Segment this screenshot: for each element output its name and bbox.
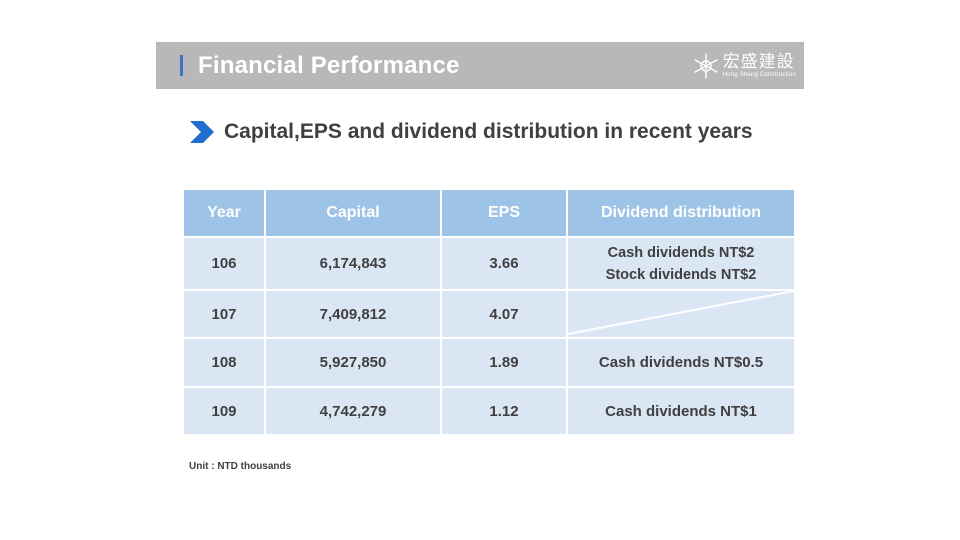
dividend-cash-line: Cash dividends NT$2 <box>607 244 755 261</box>
column-header-eps: EPS <box>442 190 566 236</box>
eps-cell: 1.12 <box>442 388 566 434</box>
dividend-cell-empty <box>568 291 794 337</box>
page-title: Financial Performance <box>198 52 460 79</box>
diagonal-slash <box>568 291 794 335</box>
logo-chinese-text: 宏盛建設 <box>722 52 795 71</box>
section-heading: Capital,EPS and dividend distribution in… <box>190 120 753 144</box>
logo-english-text: Hong Sheng Construction <box>722 72 796 78</box>
title-accent-bar <box>180 55 183 76</box>
chevron-right-icon <box>190 121 214 143</box>
year-cell: 109 <box>184 388 264 434</box>
eps-cell: 3.66 <box>442 238 566 289</box>
logo-mark-icon <box>693 53 718 79</box>
column-header-dividend: Dividend distribution <box>568 190 794 236</box>
capital-cell: 7,409,812 <box>266 291 440 337</box>
section-heading-text: Capital,EPS and dividend distribution in… <box>224 120 753 143</box>
capital-cell: 6,174,843 <box>266 238 440 289</box>
financial-table: Year Capital EPS Dividend distribution 1… <box>184 190 794 434</box>
year-cell: 106 <box>184 238 264 289</box>
eps-cell: 1.89 <box>442 339 566 386</box>
dividend-cell: Cash dividends NT$1 <box>568 388 794 434</box>
year-cell: 108 <box>184 339 264 386</box>
company-logo: 宏盛建設 Hong Sheng Construction <box>692 49 796 83</box>
dividend-cell: Cash dividends NT$2 Stock dividends NT$2 <box>568 238 794 289</box>
title-bar: Financial Performance 宏盛建設 Hong Sheng Co… <box>156 42 804 89</box>
unit-footnote: Unit : NTD thousands <box>189 461 292 472</box>
dividend-cell: Cash dividends NT$0.5 <box>568 339 794 386</box>
column-header-capital: Capital <box>266 190 440 236</box>
capital-cell: 5,927,850 <box>266 339 440 386</box>
eps-cell: 4.07 <box>442 291 566 337</box>
capital-cell: 4,742,279 <box>266 388 440 434</box>
year-cell: 107 <box>184 291 264 337</box>
column-header-year: Year <box>184 190 264 236</box>
dividend-stock-line: Stock dividends NT$2 <box>605 266 757 283</box>
